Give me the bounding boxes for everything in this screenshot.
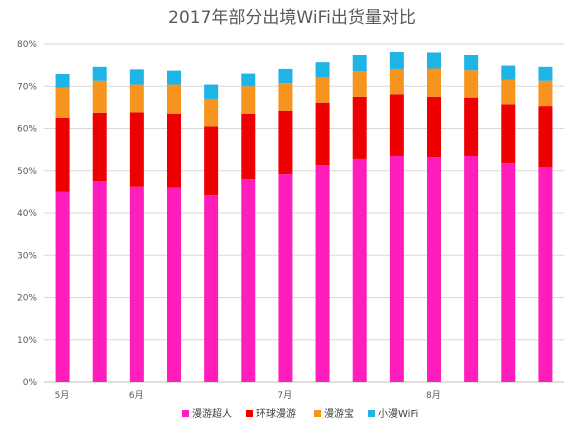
y-tick-label: 80%: [17, 40, 37, 50]
bar-segment-series-3-bar-11: [464, 54, 479, 71]
y-tick-label: 30%: [17, 251, 37, 261]
bar-segment-series-3-bar-9: [389, 52, 404, 69]
chart-title: 2017年部分出境WiFi出货量对比: [168, 8, 416, 28]
bar-segment-series-3-bar-8: [352, 54, 367, 72]
bar-segment-series-2-bar-8: [352, 71, 367, 97]
legend-label: 漫游超人: [192, 407, 232, 420]
bar-segment-series-3-bar-3: [167, 70, 181, 85]
bar-segment-series-3-bar-6: [278, 68, 293, 84]
y-tick-label: 40%: [17, 209, 37, 219]
bar-segment-series-2-bar-5: [241, 86, 256, 114]
legend-swatch: [314, 410, 321, 417]
bar-segment-series-3-bar-12: [501, 65, 516, 80]
bar-segment-series-1-bar-11: [464, 97, 479, 156]
legend-label: 漫游宝: [324, 407, 354, 420]
legend-swatch: [368, 410, 375, 417]
bar-segment-series-0-bar-9: [389, 155, 404, 382]
bar-segment-series-2-bar-4: [204, 98, 219, 127]
bar-segment-series-1-bar-5: [241, 113, 256, 180]
bar-segment-series-0-bar-11: [464, 155, 479, 382]
legend-swatch: [246, 410, 253, 417]
bar-segment-series-2-bar-3: [167, 84, 181, 114]
bar-segment-series-1-bar-1: [92, 112, 107, 182]
bar-segment-series-2-bar-13: [538, 80, 553, 107]
y-tick-label: 70%: [17, 82, 37, 92]
x-tick-label: 6月: [129, 390, 144, 401]
bar-segment-series-2-bar-10: [427, 68, 441, 97]
bar-segment-series-0-bar-7: [315, 165, 330, 382]
bar-segment-series-0-bar-12: [501, 163, 516, 382]
y-tick-label: 0%: [23, 378, 38, 388]
bar-segment-series-1-bar-4: [204, 126, 219, 196]
bar-segment-series-3-bar-5: [241, 73, 256, 87]
bar-segment-series-3-bar-4: [204, 84, 219, 99]
y-tick-label: 10%: [17, 336, 37, 346]
bar-segment-series-2-bar-1: [92, 80, 107, 113]
y-tick-label: 50%: [17, 167, 37, 177]
y-tick-label: 60%: [17, 125, 37, 135]
bar-segment-series-1-bar-13: [538, 106, 553, 168]
bar-segment-series-0-bar-4: [204, 195, 219, 382]
bar-segment-series-3-bar-0: [55, 73, 70, 88]
bar-segment-series-0-bar-5: [241, 179, 256, 382]
x-axis-ticks: 5月 6月 7月 8月: [55, 390, 441, 401]
bar-segment-series-0-bar-1: [92, 181, 107, 382]
bar-segment-series-1-bar-10: [427, 96, 441, 158]
bar-segment-series-0-bar-8: [352, 158, 367, 382]
bar-segment-series-3-bar-1: [92, 66, 107, 81]
legend-swatch: [182, 410, 189, 417]
legend: 漫游超人 环球漫游 漫游宝 小漫WiFi: [182, 407, 418, 420]
bar-segment-series-3-bar-7: [315, 62, 330, 78]
bar-segment-series-2-bar-11: [464, 70, 479, 98]
gridlines: [44, 43, 564, 383]
bar-segment-series-2-bar-2: [129, 84, 144, 113]
x-tick-label: 8月: [426, 390, 441, 401]
bar-segment-series-2-bar-7: [315, 77, 330, 103]
bar-segment-series-1-bar-2: [129, 112, 144, 187]
bar-segment-series-0-bar-6: [278, 174, 293, 382]
bar-segment-series-1-bar-8: [352, 96, 367, 159]
bar-segment-series-0-bar-2: [129, 186, 144, 382]
x-tick-label: 5月: [55, 390, 70, 401]
legend-label: 环球漫游: [256, 407, 296, 420]
bar-segment-series-3-bar-13: [538, 66, 553, 81]
legend-label: 小漫WiFi: [378, 408, 418, 420]
bar-segment-series-0-bar-10: [427, 157, 441, 382]
bar-segment-series-1-bar-0: [55, 117, 70, 192]
y-tick-label: 20%: [17, 294, 37, 304]
bar-segment-series-0-bar-3: [167, 187, 181, 382]
bar-segment-series-1-bar-3: [167, 113, 181, 188]
x-tick-label: 7月: [277, 390, 292, 401]
bar-segment-series-2-bar-12: [501, 79, 516, 105]
bar-segment-series-2-bar-9: [389, 68, 404, 95]
bar-segment-series-2-bar-0: [55, 87, 70, 118]
bar-segment-series-2-bar-6: [278, 83, 293, 111]
bar-segment-series-1-bar-6: [278, 110, 293, 175]
bars: [55, 52, 553, 382]
bar-segment-series-0-bar-13: [538, 167, 553, 382]
bar-segment-series-0-bar-0: [55, 191, 70, 382]
bar-segment-series-3-bar-2: [129, 69, 144, 85]
y-axis-ticks: 0% 10% 20% 30% 40% 50% 60% 70% 80%: [17, 40, 37, 388]
bar-segment-series-1-bar-9: [389, 94, 404, 156]
bar-segment-series-1-bar-12: [501, 104, 516, 164]
bar-segment-series-3-bar-10: [427, 52, 441, 69]
bar-segment-series-1-bar-7: [315, 102, 330, 166]
